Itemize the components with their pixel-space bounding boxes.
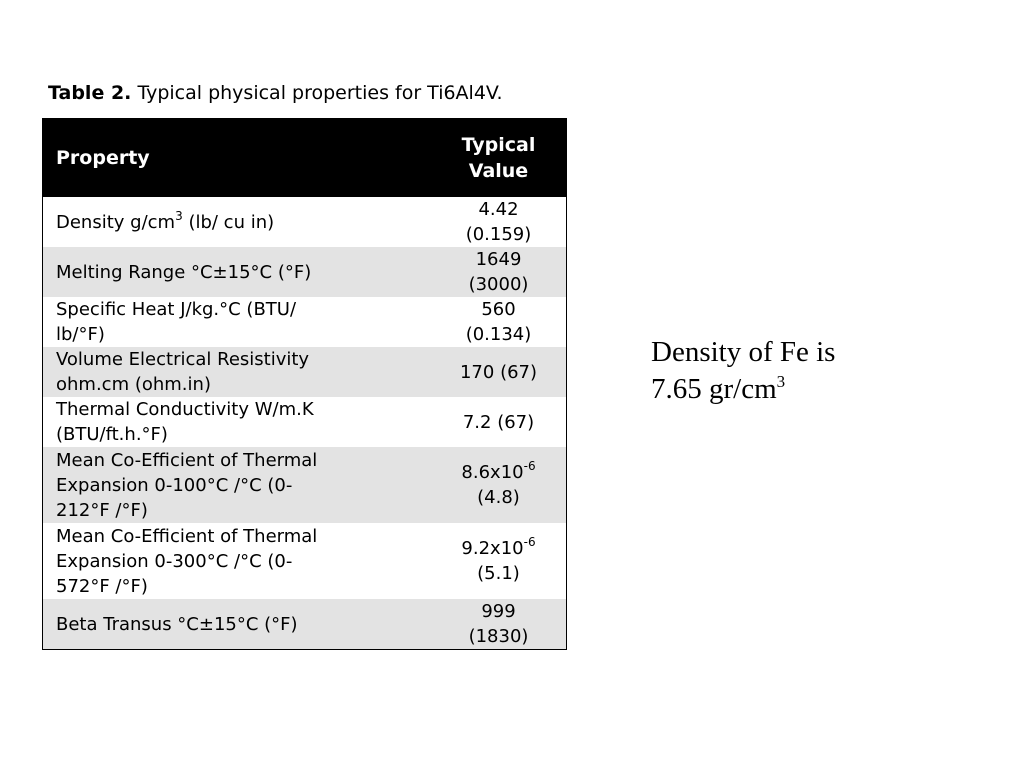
- header-property: Property: [42, 118, 431, 197]
- property-text-cont: (lb/ cu in): [182, 211, 275, 233]
- fe-density-note: Density of Fe is 7.65 gr/cm3: [651, 334, 835, 408]
- value-cell: 4.42 (0.159): [431, 197, 567, 247]
- header-value-line1: Typical: [461, 134, 536, 156]
- value-cell: 8.6x10-6 (4.8): [431, 447, 567, 523]
- property-line1: Specific Heat J/kg.°C (BTU/: [56, 299, 297, 320]
- value-line1: 1649: [475, 249, 522, 270]
- value-cell: 560 (0.134): [431, 297, 567, 347]
- value-cell: 9.2x10-6 (5.1): [431, 523, 567, 599]
- value-line2: (5.1): [477, 563, 520, 584]
- header-typical-value: Typical Value: [431, 118, 567, 197]
- value-line2: (4.8): [477, 487, 520, 508]
- property-text: Beta Transus °C±15°C (°F): [56, 613, 298, 635]
- value-base: 9.2x10: [461, 538, 524, 559]
- properties-table: Property Typical Value Density g/cm3 (lb…: [42, 118, 567, 650]
- property-superscript: 3: [175, 208, 183, 223]
- value-line2: (0.134): [465, 324, 532, 345]
- table-caption: Table 2. Typical physical properties for…: [48, 82, 503, 104]
- value-cell: 1649 (3000): [431, 247, 567, 297]
- caption-label: Table 2.: [48, 82, 132, 104]
- property-cell: Mean Co-Efficient of Thermal Expansion 0…: [42, 523, 431, 599]
- property-line2: Expansion 0-300°C /°C (0-: [56, 550, 293, 572]
- property-cell: Thermal Conductivity W/m.K (BTU/ft.h.°F): [42, 397, 431, 447]
- value-line1: 9.2x10-6: [439, 536, 558, 561]
- value-exponent: -6: [523, 535, 536, 549]
- value-line1: 170 (67): [459, 361, 538, 383]
- value-line1: 999: [481, 601, 516, 622]
- value-cell: 170 (67): [431, 347, 567, 397]
- note-superscript: 3: [776, 372, 786, 391]
- note-line2-text: 7.65 gr/cm: [651, 373, 777, 405]
- note-line1: Density of Fe is: [651, 336, 836, 368]
- value-line1: 7.2 (67): [462, 411, 535, 433]
- value-cell: 7.2 (67): [431, 397, 567, 447]
- value-line2: (3000): [468, 274, 529, 295]
- table-row: Beta Transus °C±15°C (°F) 999 (1830): [42, 599, 567, 650]
- property-cell: Beta Transus °C±15°C (°F): [42, 599, 431, 650]
- caption-text: Typical physical properties for Ti6Al4V.: [137, 82, 503, 104]
- value-line2: (0.159): [465, 224, 532, 245]
- property-cell: Volume Electrical Resistivity ohm.cm (oh…: [42, 347, 431, 397]
- value-exponent: -6: [523, 459, 536, 473]
- table-row: Specific Heat J/kg.°C (BTU/ lb/°F) 560 (…: [42, 297, 567, 347]
- value-cell: 999 (1830): [431, 599, 567, 650]
- table-row: Mean Co-Efficient of Thermal Expansion 0…: [42, 447, 567, 523]
- property-line1: Mean Co-Efficient of Thermal: [56, 525, 318, 547]
- table-header-row: Property Typical Value: [42, 118, 567, 197]
- value-line1: 560: [481, 299, 516, 320]
- property-line1: Mean Co-Efficient of Thermal: [56, 449, 318, 471]
- note-line2: 7.65 gr/cm3: [651, 371, 835, 408]
- header-value-line2: Value: [468, 160, 529, 182]
- property-cell: Density g/cm3 (lb/ cu in): [42, 197, 431, 247]
- table-row: Density g/cm3 (lb/ cu in) 4.42 (0.159): [42, 197, 567, 247]
- property-text: Density g/cm: [56, 211, 176, 233]
- property-line3: 572°F /°F): [56, 575, 148, 597]
- property-line2: ohm.cm (ohm.in): [56, 374, 211, 395]
- property-cell: Specific Heat J/kg.°C (BTU/ lb/°F): [42, 297, 431, 347]
- property-line2: (BTU/ft.h.°F): [56, 424, 168, 445]
- table-row: Mean Co-Efficient of Thermal Expansion 0…: [42, 523, 567, 599]
- property-line2: Expansion 0-100°C /°C (0-: [56, 474, 293, 496]
- value-base: 8.6x10: [461, 462, 524, 483]
- property-line1: Volume Electrical Resistivity: [56, 349, 310, 370]
- property-line1: Thermal Conductivity W/m.K: [56, 399, 314, 420]
- property-text: Melting Range °C±15°C (°F): [56, 261, 312, 283]
- property-line3: 212°F /°F): [56, 499, 148, 521]
- property-cell: Mean Co-Efficient of Thermal Expansion 0…: [42, 447, 431, 523]
- value-line1: 4.42: [478, 199, 519, 220]
- property-line2: lb/°F): [56, 324, 105, 345]
- value-line1: 8.6x10-6: [439, 460, 558, 485]
- table-row: Melting Range °C±15°C (°F) 1649 (3000): [42, 247, 567, 297]
- value-line2: (1830): [468, 626, 529, 647]
- table-row: Volume Electrical Resistivity ohm.cm (oh…: [42, 347, 567, 397]
- property-cell: Melting Range °C±15°C (°F): [42, 247, 431, 297]
- table-row: Thermal Conductivity W/m.K (BTU/ft.h.°F)…: [42, 397, 567, 447]
